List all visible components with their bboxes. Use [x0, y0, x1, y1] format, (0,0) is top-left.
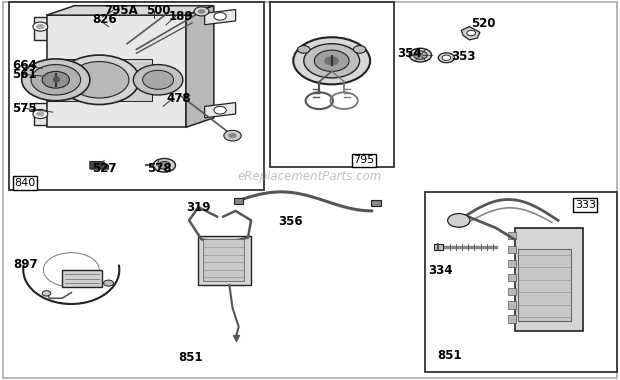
Circle shape	[228, 133, 237, 138]
Circle shape	[59, 55, 140, 104]
Circle shape	[33, 109, 48, 119]
Text: 578: 578	[148, 162, 172, 175]
Circle shape	[153, 158, 175, 172]
Circle shape	[438, 53, 454, 63]
Circle shape	[304, 44, 360, 78]
Text: eReplacementParts.com: eReplacementParts.com	[238, 170, 382, 183]
Bar	[270, 2, 394, 167]
Polygon shape	[186, 6, 214, 127]
Circle shape	[353, 46, 366, 53]
Bar	[198, 236, 251, 285]
Bar	[508, 315, 516, 323]
Bar	[508, 274, 516, 281]
Circle shape	[414, 51, 427, 59]
Text: 795A: 795A	[104, 4, 138, 17]
Text: 333: 333	[575, 200, 596, 210]
Text: 795: 795	[353, 155, 374, 165]
Text: 353: 353	[451, 51, 476, 63]
Circle shape	[158, 162, 170, 169]
Circle shape	[22, 59, 90, 101]
Text: 356: 356	[278, 215, 303, 228]
Circle shape	[214, 106, 226, 114]
Text: 851: 851	[179, 352, 203, 364]
Circle shape	[224, 130, 241, 141]
Bar	[62, 270, 102, 287]
Text: 527: 527	[92, 162, 117, 175]
Polygon shape	[46, 15, 186, 127]
Bar	[434, 244, 443, 250]
Text: 500: 500	[146, 4, 171, 17]
Polygon shape	[371, 200, 381, 206]
Circle shape	[36, 24, 45, 29]
Bar	[508, 246, 516, 253]
Bar	[508, 260, 516, 267]
Bar	[425, 192, 617, 372]
Polygon shape	[90, 162, 108, 169]
Circle shape	[442, 55, 451, 60]
Text: 354: 354	[397, 48, 422, 60]
Circle shape	[42, 291, 51, 296]
Circle shape	[143, 70, 174, 89]
Circle shape	[314, 50, 349, 71]
Circle shape	[194, 7, 209, 16]
Circle shape	[133, 65, 183, 95]
Bar	[518, 249, 571, 321]
Text: 334: 334	[428, 264, 453, 277]
Text: 897: 897	[14, 258, 38, 271]
Polygon shape	[34, 103, 46, 125]
Text: 520: 520	[471, 17, 496, 30]
Text: 319: 319	[186, 201, 211, 214]
Text: 561: 561	[12, 68, 37, 81]
Circle shape	[293, 37, 370, 84]
Text: 851: 851	[438, 349, 463, 362]
Text: 664: 664	[12, 59, 37, 72]
Polygon shape	[46, 6, 214, 15]
Circle shape	[33, 22, 48, 31]
Bar	[515, 228, 583, 331]
Circle shape	[31, 65, 81, 95]
Bar	[508, 232, 516, 239]
Circle shape	[409, 48, 432, 62]
Circle shape	[198, 9, 205, 14]
Text: 826: 826	[92, 13, 117, 26]
Circle shape	[69, 62, 129, 98]
Polygon shape	[461, 27, 480, 40]
Circle shape	[448, 214, 470, 227]
Polygon shape	[205, 103, 236, 118]
Circle shape	[214, 13, 226, 20]
Polygon shape	[205, 10, 236, 25]
Bar	[9, 2, 264, 190]
Bar	[203, 239, 244, 281]
Polygon shape	[46, 59, 152, 101]
Circle shape	[36, 111, 45, 117]
Polygon shape	[234, 198, 243, 204]
Text: 575: 575	[12, 102, 37, 115]
Bar	[508, 301, 516, 309]
Circle shape	[324, 56, 339, 65]
Circle shape	[104, 280, 113, 286]
Circle shape	[298, 46, 310, 53]
Text: 189: 189	[169, 10, 193, 23]
Text: 840: 840	[14, 178, 35, 188]
Circle shape	[417, 53, 423, 57]
Text: 478: 478	[166, 92, 191, 105]
Polygon shape	[34, 17, 46, 40]
Circle shape	[467, 30, 476, 36]
Bar	[508, 288, 516, 295]
Circle shape	[42, 71, 69, 88]
